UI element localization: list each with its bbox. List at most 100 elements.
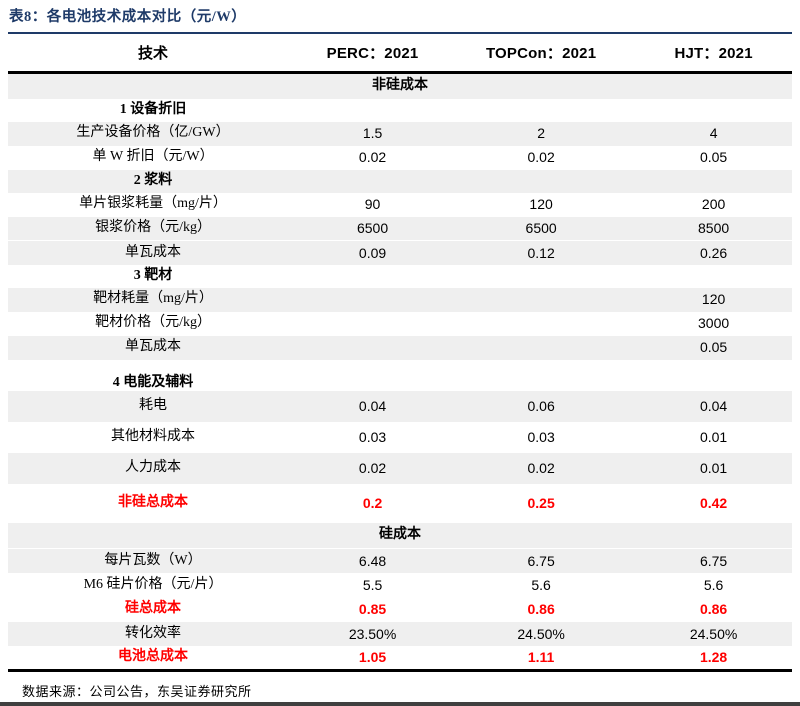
row-label: 单 W 折旧（元/W） — [92, 149, 214, 165]
cell-value: 200 — [701, 196, 726, 213]
cell-value — [298, 360, 447, 391]
table-row: 硅成本 — [8, 522, 792, 549]
cell-value — [447, 360, 635, 391]
cell-value: 0.01 — [699, 429, 728, 446]
table-title: 表8：各电池技术成本对比（元/W） — [9, 9, 247, 25]
cell-value: 6500 — [447, 216, 636, 241]
cell-value — [447, 287, 636, 312]
subsection-label: 4 电能及辅料 — [112, 374, 194, 390]
table-body: 非硅成本 1 设备折旧生产设备价格（亿/GW） 1.5 2 4 单 W 折旧（元/W） 0.… — [8, 72, 792, 671]
table-row: 耗电 0.04 0.06 0.04 — [8, 390, 792, 422]
cell-value: 0.02 — [447, 452, 636, 484]
cell-value: 0.02 — [527, 149, 555, 166]
cell-value: 6500 — [298, 216, 448, 241]
cell-value — [635, 99, 792, 122]
cell-value: 0.2 — [362, 495, 383, 512]
cell-value: 2 — [447, 121, 636, 146]
header-perc: PERC：2021 — [326, 44, 419, 62]
cell-value — [298, 287, 448, 312]
cell-value — [447, 99, 635, 122]
table-row: 硅总成本 0.85 0.86 0.86 — [8, 597, 792, 622]
cell-value: 3000 — [698, 315, 730, 332]
cell-value — [298, 265, 447, 288]
header-row: 技术 PERC：2021 TOPCon：2021 HJT：2021 — [8, 34, 792, 73]
cell-value — [298, 312, 447, 336]
cell-value: 5.6 — [703, 576, 724, 593]
cell-value — [298, 99, 447, 122]
cell-value: 5.6 — [531, 576, 551, 593]
section-header: 硅成本 — [8, 522, 792, 549]
cell-value: 0.26 — [635, 240, 792, 265]
cell-value — [298, 335, 448, 360]
cell-value — [635, 360, 792, 391]
row-label: 靶材价格（元/kg） — [95, 315, 211, 331]
cell-value — [447, 265, 635, 288]
table-row: 2 浆料 — [8, 169, 792, 193]
cell-value: 1.11 — [527, 649, 555, 666]
row-label: 转化效率 — [8, 621, 299, 646]
cell-value: 0.25 — [527, 495, 555, 512]
table-row: 单 W 折旧（元/W） 0.02 0.02 0.05 — [8, 146, 792, 170]
cell-value — [447, 312, 635, 336]
cell-value: 5.5 — [362, 576, 383, 593]
cell-value: 8500 — [635, 216, 792, 241]
cell-value — [447, 169, 636, 193]
table-row: 每片瓦数（W） 6.48 6.75 6.75 — [8, 548, 792, 573]
section-header: 非硅成本 — [8, 72, 792, 99]
row-label: 单片银浆耗量（mg/片） — [79, 196, 227, 212]
table-row: 单瓦成本 0.05 — [8, 335, 792, 360]
cell-value: 24.50% — [447, 621, 636, 646]
row-label: 耗电 — [8, 390, 299, 422]
row-label: M6 硅片价格（元/片） — [83, 576, 223, 592]
cell-value: 0.05 — [635, 335, 792, 360]
cell-value — [298, 169, 448, 193]
data-source-note: 数据来源：公司公告，东吴证券研究所 — [22, 684, 252, 700]
cell-value — [635, 169, 792, 193]
table-row: 单瓦成本 0.09 0.12 0.26 — [8, 240, 792, 265]
table-row: 其他材料成本 0.03 0.03 0.01 — [8, 422, 792, 453]
row-label: 每片瓦数（W） — [8, 548, 299, 573]
table-row: 1 设备折旧 — [8, 99, 792, 122]
cell-value: 0.05 — [699, 149, 728, 166]
cell-value: 0.03 — [527, 429, 555, 446]
subsection-label: 3 靶材 — [133, 267, 173, 283]
cell-value: 0.86 — [527, 601, 555, 618]
table-row: 人力成本 0.02 0.02 0.01 — [8, 452, 792, 484]
bottom-bar — [0, 702, 800, 706]
cell-value: 4 — [635, 121, 792, 146]
table-row: 靶材耗量（mg/片） 120 — [8, 287, 792, 312]
cell-value: 0.02 — [298, 452, 448, 484]
table-row: 转化效率 23.50% 24.50% 24.50% — [8, 621, 792, 646]
row-label: 电池总成本 — [118, 649, 189, 665]
cell-value: 0.42 — [699, 495, 728, 512]
cell-value: 23.50% — [298, 621, 448, 646]
table-row: 银浆价格（元/kg） 6500 6500 8500 — [8, 216, 792, 241]
table-row: 3 靶材 — [8, 265, 792, 288]
cell-value: 1.28 — [699, 649, 728, 666]
subsection-label: 1 设备折旧 — [119, 101, 187, 117]
row-label: 靶材耗量（mg/片） — [8, 287, 299, 312]
cell-value: 120 — [635, 287, 792, 312]
cell-value: 24.50% — [635, 621, 792, 646]
table-row: 生产设备价格（亿/GW） 1.5 2 4 — [8, 121, 792, 146]
cell-value: 90 — [364, 196, 381, 213]
table-row: 单片银浆耗量（mg/片） 90 120 200 — [8, 193, 792, 217]
cost-comparison-table: 技术 PERC：2021 TOPCon：2021 HJT：2021 非硅成本 1 … — [8, 34, 792, 673]
cell-value: 1.05 — [358, 649, 387, 666]
table-row: 电池总成本 1.05 1.11 1.28 — [8, 646, 792, 671]
table-row: M6 硅片价格（元/片） 5.5 5.6 5.6 — [8, 573, 792, 597]
cell-value: 0.01 — [635, 452, 792, 484]
header-topcon: TOPCon：2021 — [485, 44, 597, 62]
row-label: 非硅总成本 — [118, 495, 189, 511]
table-row: 靶材价格（元/kg） 3000 — [8, 312, 792, 336]
cell-value: 0.09 — [298, 240, 448, 265]
cell-value: 6.48 — [298, 548, 448, 573]
row-label: 银浆价格（元/kg） — [8, 216, 299, 241]
cell-value: 0.12 — [447, 240, 636, 265]
title-rule — [8, 31, 792, 34]
cell-value: 0.85 — [358, 601, 387, 618]
cell-value: 0.02 — [358, 149, 387, 166]
cell-value: 6.75 — [447, 548, 636, 573]
row-label: 硅总成本 — [125, 601, 182, 617]
